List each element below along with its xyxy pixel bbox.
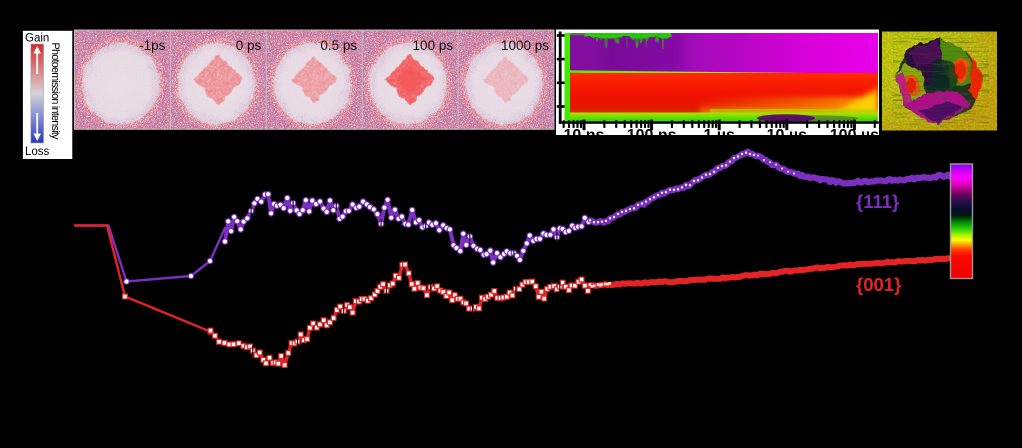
svg-text:{001}: {001} — [856, 274, 901, 295]
svg-text:Gain: Gain — [25, 33, 49, 45]
svg-text:10 ns: 10 ns — [564, 127, 605, 144]
svg-text:10 µs: 10 µs — [767, 127, 807, 144]
svg-text:{111}: {111} — [856, 191, 899, 212]
svg-text:0.5 ps: 0.5 ps — [320, 38, 357, 53]
svg-text:-1ps: -1ps — [139, 38, 166, 53]
svg-text:Photoemission intensity: Photoemission intensity — [49, 43, 61, 141]
svg-text:1 µs: 1 µs — [703, 127, 735, 144]
svg-text:Loss: Loss — [25, 146, 50, 158]
svg-text:100 ps: 100 ps — [413, 38, 454, 53]
svg-text:100 ns: 100 ns — [627, 127, 677, 144]
svg-text:100 µs: 100 µs — [830, 127, 879, 144]
svg-text:0 ps: 0 ps — [236, 38, 262, 53]
svg-text:1000 ps: 1000 ps — [501, 38, 549, 53]
